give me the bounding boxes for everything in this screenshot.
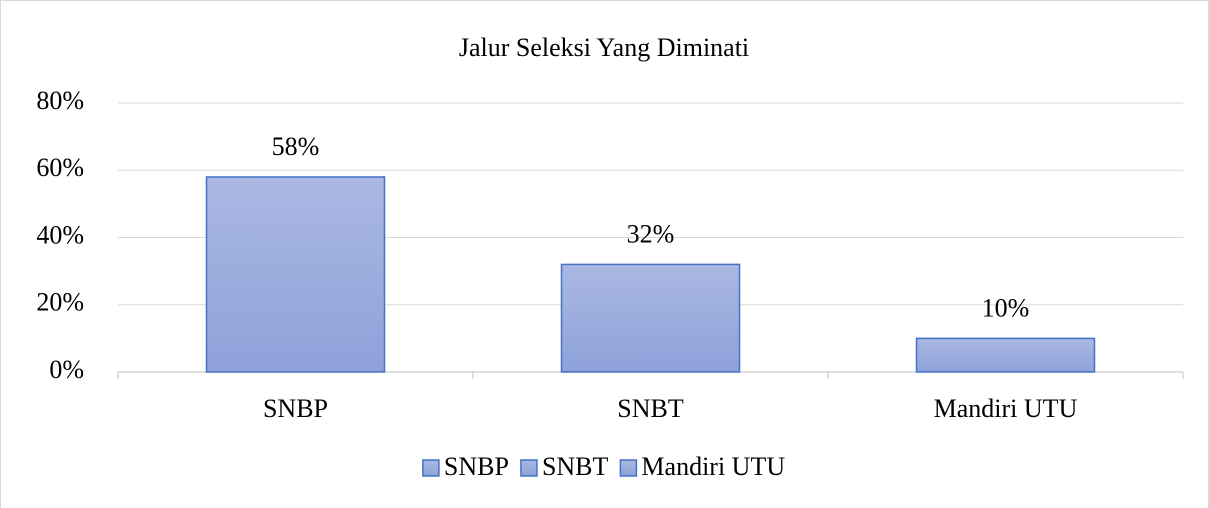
y-tick-label: 80% (36, 86, 84, 115)
x-tick-label: Mandiri UTU (934, 394, 1078, 423)
y-tick-label: 60% (36, 153, 84, 182)
bar (915, 337, 1096, 373)
legend-label: SNBT (542, 452, 609, 481)
y-tick-label: 40% (36, 220, 84, 249)
bar (560, 263, 741, 373)
legend-label: SNBP (444, 452, 509, 481)
legend-swatch (422, 459, 440, 477)
legend-swatch (619, 459, 638, 477)
data-label: 32% (627, 219, 675, 248)
x-tick-label: SNBP (263, 394, 328, 423)
data-label: 58% (272, 132, 320, 161)
x-tick-label: SNBT (617, 394, 684, 423)
legend-swatch (520, 459, 538, 477)
y-tick-label: 20% (36, 288, 84, 317)
bar (205, 176, 386, 373)
y-tick-label: 0% (49, 355, 84, 384)
data-label: 10% (982, 293, 1030, 322)
chart-title: Jalur Seleksi Yang Diminati (459, 33, 749, 62)
legend-label: Mandiri UTU (641, 452, 785, 481)
